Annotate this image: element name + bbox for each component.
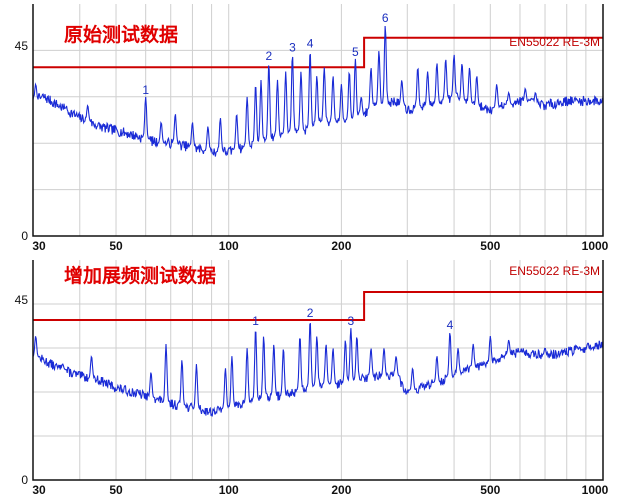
- grid-lines: [32, 4, 604, 236]
- limit-line: [33, 36, 603, 69]
- x-tick-label: 1000: [582, 483, 609, 497]
- peak-marker-label: 3: [348, 314, 355, 328]
- plot-frame: [32, 260, 604, 481]
- y-tick-label: 0: [21, 473, 28, 487]
- x-tick-label: 50: [109, 239, 123, 250]
- peak-marker-label: 2: [307, 306, 314, 320]
- chart-title: 原始测试数据: [64, 23, 178, 46]
- peak-marker-label: 2: [265, 49, 272, 63]
- x-tick-label: 500: [480, 239, 500, 250]
- emission-trace: [32, 322, 604, 417]
- y-tick-label: 45: [15, 293, 29, 307]
- peak-marker-label: 1: [252, 314, 259, 328]
- peak-markers: 1 2 3 4: [252, 306, 453, 332]
- x-tick-label: 200: [331, 239, 351, 250]
- peak-marker-label: 1: [142, 83, 149, 97]
- peak-marker-label: 5: [352, 45, 359, 59]
- x-tick-label: 30: [32, 239, 46, 250]
- limit-line: [33, 291, 603, 321]
- series-group: [32, 25, 604, 157]
- x-tick-label: 100: [219, 239, 239, 250]
- x-tick-label: 30: [32, 483, 46, 497]
- plot-frame: [32, 4, 604, 237]
- emission-trace: [32, 25, 604, 157]
- y-tick-label: 45: [15, 39, 29, 53]
- peak-marker-label: 3: [289, 41, 296, 55]
- peak-marker-label: 4: [447, 318, 454, 332]
- peak-markers: 1 2 3 4 5 6: [142, 11, 389, 97]
- y-tick-label: 0: [21, 229, 28, 243]
- x-tick-label: 100: [219, 483, 239, 497]
- axes-group: [32, 4, 604, 237]
- axes-group: [32, 260, 604, 481]
- x-tick-label: 1000: [582, 239, 609, 250]
- series-group: [32, 322, 604, 417]
- chart-title: 增加展频测试数据: [64, 264, 216, 287]
- limit-line-group: [33, 36, 603, 69]
- limit-label: EN55022 RE-3M: [509, 35, 600, 49]
- spread-spectrum-test-data-chart: 30 50 100 200 500 1000 0 45 1 2 3 4 增加展频测试数据 EN550…: [15, 260, 609, 497]
- limit-label: EN55022 RE-3M: [509, 264, 600, 278]
- x-tick-label: 200: [331, 483, 351, 497]
- limit-line-group: [33, 291, 603, 321]
- tick-labels: 30 50 100 200 500 1000 0 45: [15, 293, 609, 497]
- x-tick-label: 500: [480, 483, 500, 497]
- peak-marker-label: 4: [307, 36, 314, 50]
- x-tick-label: 50: [109, 483, 123, 497]
- peak-marker-label: 6: [382, 11, 389, 25]
